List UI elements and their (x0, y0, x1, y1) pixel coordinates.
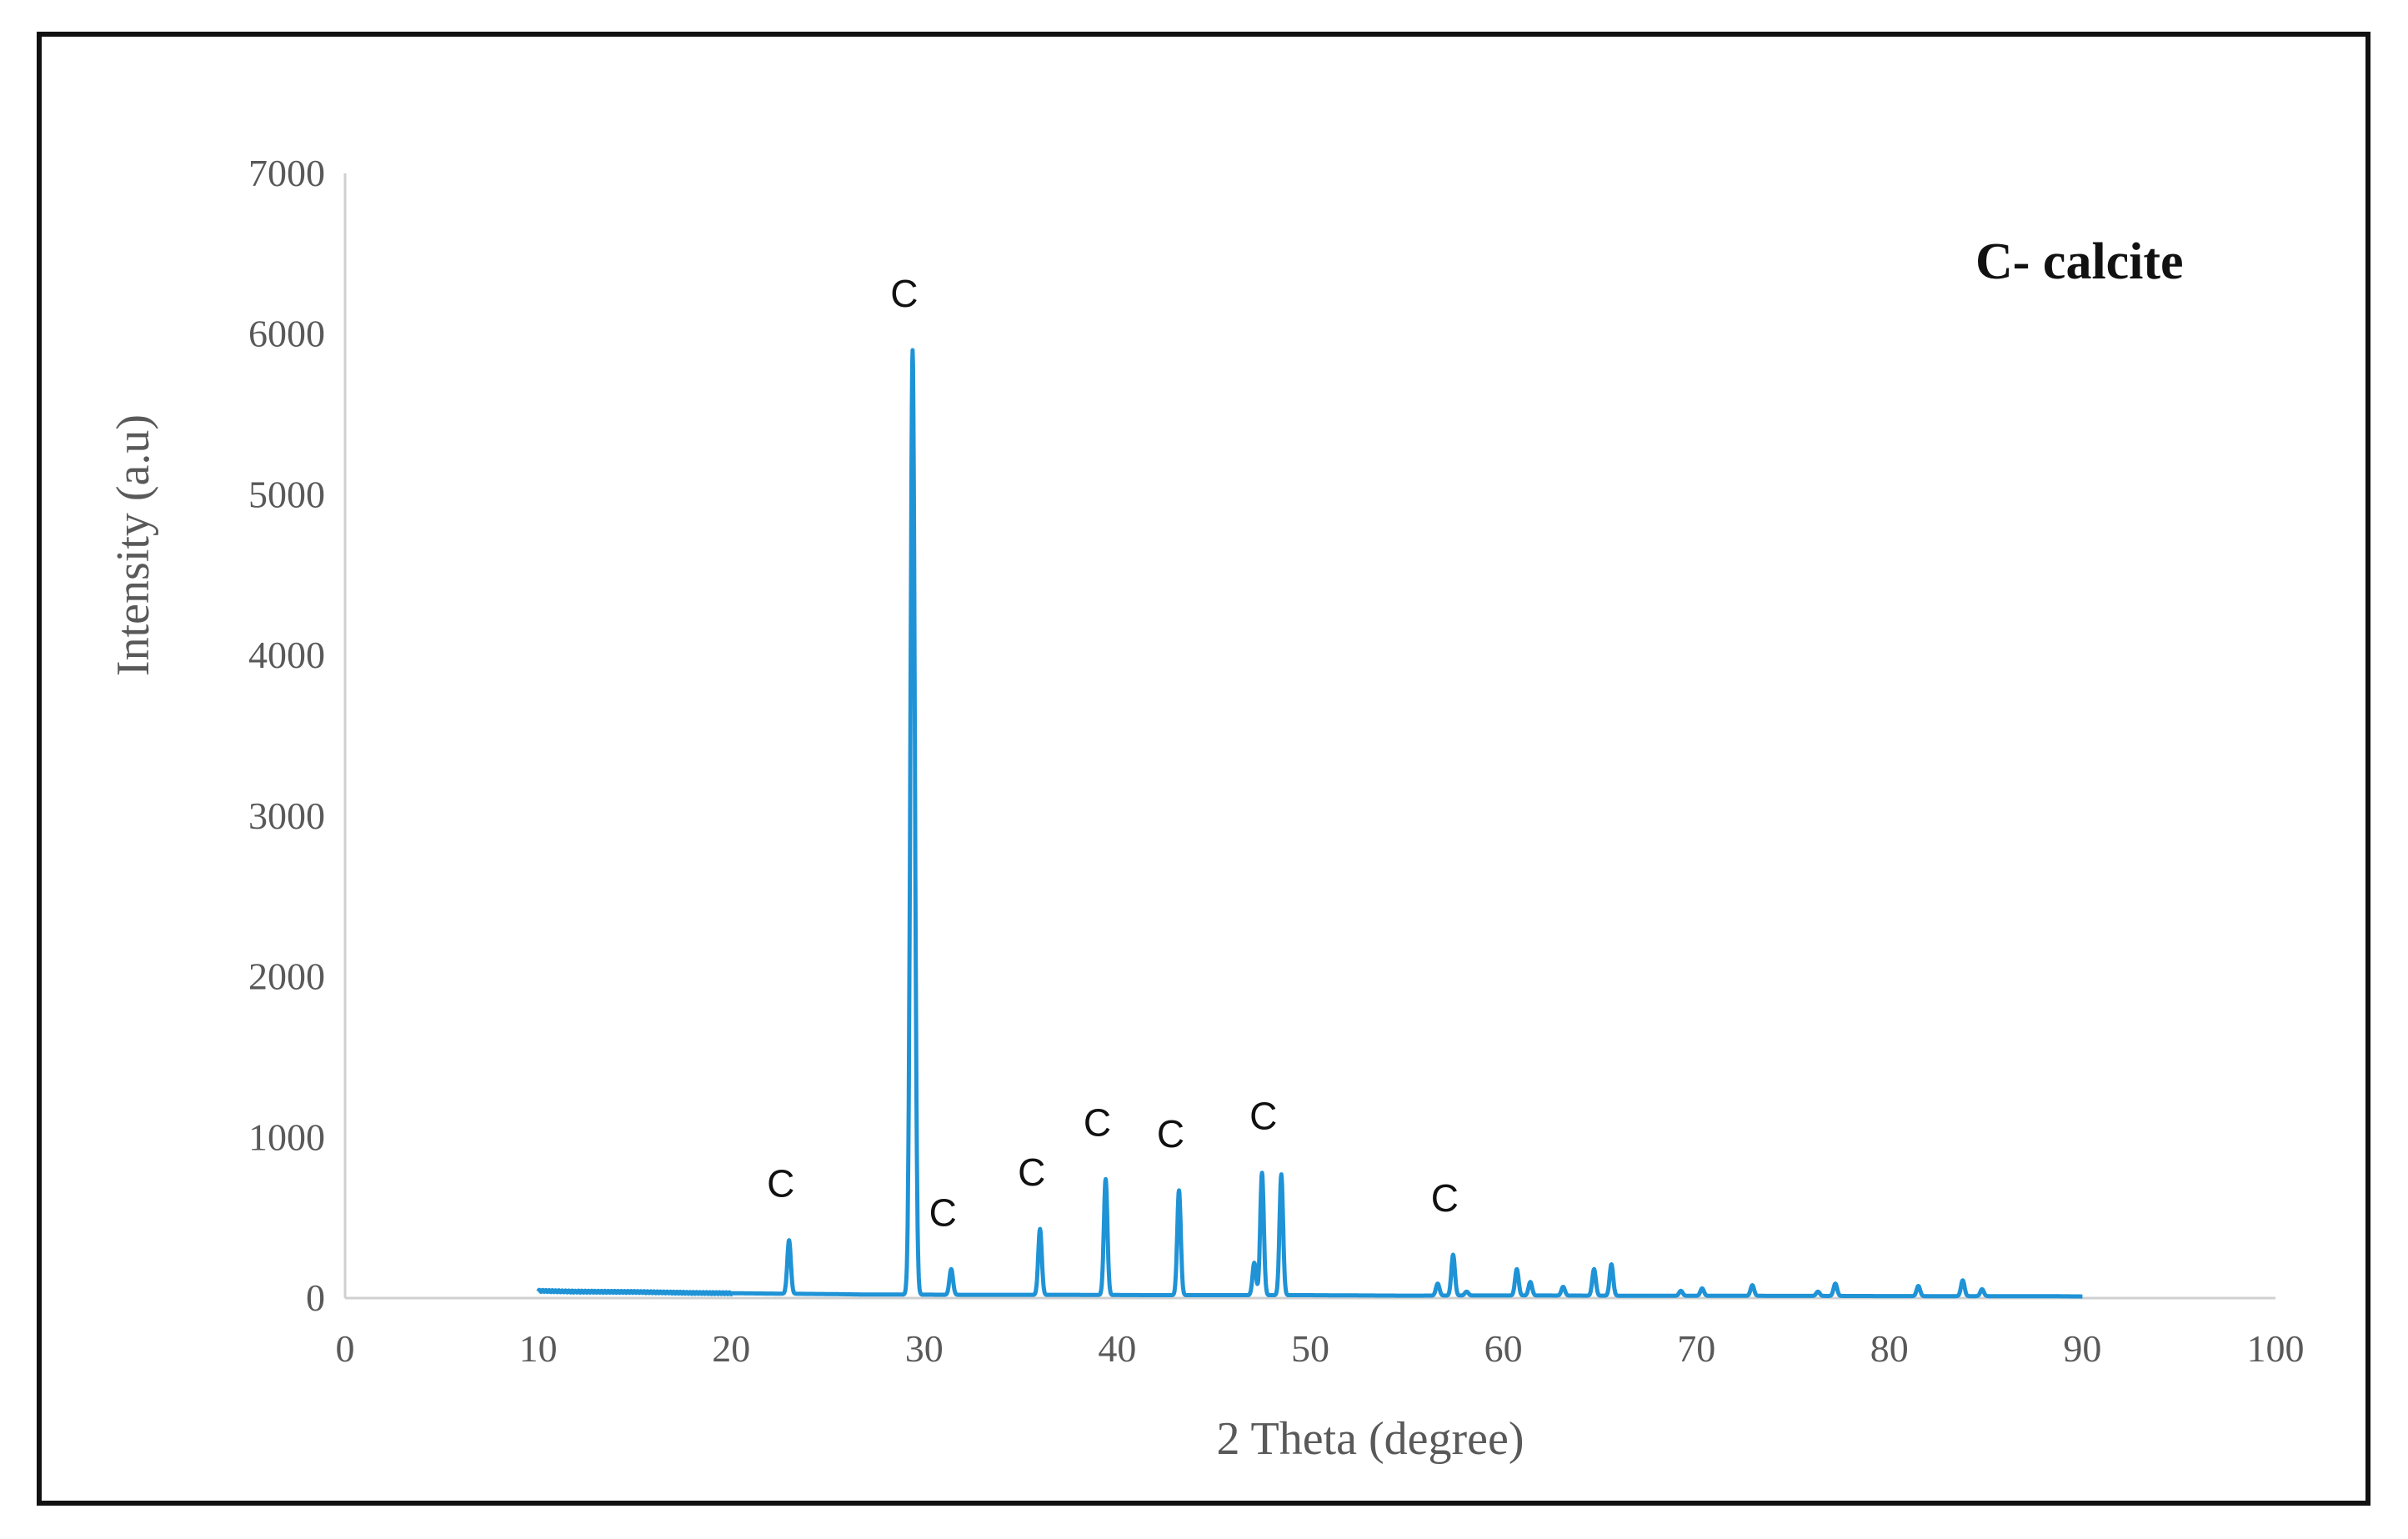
x-tick-label: 20 (712, 1327, 750, 1370)
x-tick-label: 80 (1870, 1327, 1909, 1370)
y-tick-label: 3000 (248, 795, 325, 837)
chart-axes (343, 173, 2275, 1300)
peak-label-c: C (767, 1162, 794, 1206)
y-tick-labels: 0 1000 2000 3000 4000 5000 6000 7000 (248, 152, 325, 1319)
x-tick-label: 70 (1677, 1327, 1715, 1370)
y-axis-title: Intensity (a.u) (108, 414, 159, 676)
x-tick-label: 10 (519, 1327, 558, 1370)
peak-label-c: C (1084, 1100, 1111, 1144)
peak-label-c: C (1431, 1176, 1459, 1220)
y-tick-label: 4000 (248, 634, 325, 676)
chart-frame: 0 1000 2000 3000 4000 5000 6000 7000 0 10 20 30 40 5… (37, 32, 2370, 1506)
x-axis-title: 2 Theta (degree) (1217, 1413, 1524, 1465)
y-tick-label: 2000 (248, 955, 325, 998)
y-tick-label: 0 (306, 1276, 325, 1319)
x-tick-label: 30 (905, 1327, 944, 1370)
x-tick-label: 90 (2063, 1327, 2101, 1370)
x-tick-label: 50 (1291, 1327, 1329, 1370)
peak-label-c: C (929, 1191, 957, 1234)
x-tick-label: 100 (2247, 1327, 2305, 1370)
x-tick-label: 0 (336, 1327, 355, 1370)
x-tick-label: 60 (1484, 1327, 1523, 1370)
y-tick-label: 7000 (248, 152, 325, 194)
peak-label-c: C (890, 272, 918, 315)
peak-label-c: C (1157, 1112, 1184, 1156)
x-tick-labels: 0 10 20 30 40 50 60 70 80 90 100 (336, 1327, 2305, 1370)
calcite-legend-note: C- calcite (1975, 233, 2184, 290)
peak-label-c: C (1249, 1095, 1277, 1138)
y-tick-label: 6000 (248, 313, 325, 355)
y-tick-label: 5000 (248, 473, 325, 515)
peak-label-c: C (1018, 1150, 1045, 1194)
y-tick-label: 1000 (248, 1115, 325, 1158)
xrd-pattern-line (536, 348, 2085, 1299)
xrd-chart: 0 1000 2000 3000 4000 5000 6000 7000 0 10 20 30 40 5… (108, 152, 2305, 1465)
x-tick-label: 40 (1098, 1327, 1136, 1370)
